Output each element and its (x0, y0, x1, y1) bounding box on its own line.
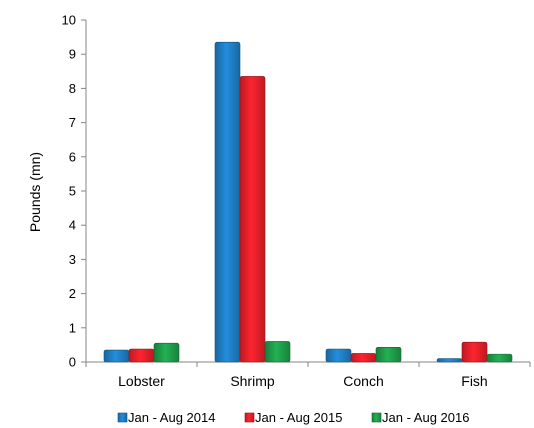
bar-fish-2 (461, 341, 488, 363)
bar-lobster-3 (153, 342, 180, 363)
bar-lobster-1 (103, 349, 130, 363)
y-axis-label: Pounds (mn) (27, 152, 43, 232)
bar-conch-1 (325, 348, 352, 363)
legend-swatch (371, 412, 382, 423)
x-tick-label: Shrimp (230, 373, 275, 389)
bar-conch-2 (350, 353, 377, 363)
x-tick-label: Conch (343, 373, 383, 389)
bar-shrimp-3 (264, 341, 291, 363)
legend-swatch (117, 412, 128, 423)
bar-lobster-2 (128, 348, 155, 363)
y-tick-label: 6 (69, 149, 76, 164)
legend-label: Jan - Aug 2014 (128, 410, 215, 425)
y-tick-label: 10 (62, 13, 76, 28)
bars (103, 41, 513, 363)
legend-swatch (244, 412, 255, 423)
y-tick-label: 0 (69, 355, 76, 370)
bar-conch-3 (375, 346, 402, 363)
y-tick-label: 8 (69, 81, 76, 96)
legend-label: Jan - Aug 2015 (255, 410, 342, 425)
bar-shrimp-1 (214, 41, 241, 363)
y-tick-label: 1 (69, 320, 76, 335)
y-tick-label: 2 (69, 286, 76, 301)
legend-label: Jan - Aug 2016 (382, 410, 469, 425)
bar-shrimp-2 (239, 76, 266, 363)
bar-fish-3 (486, 353, 513, 363)
legend: Jan - Aug 2014 Jan - Aug 2015 Jan - Aug 20… (117, 410, 469, 425)
y-tick-label: 3 (69, 252, 76, 267)
y-tick-label: 9 (69, 47, 76, 62)
y-tick-label: 4 (69, 218, 76, 233)
x-tick-label: Fish (461, 373, 487, 389)
bar-fish-1 (436, 358, 463, 363)
y-axis: 0 1 2 3 4 5 6 7 8 9 10 (62, 13, 87, 370)
y-tick-label: 7 (69, 115, 76, 130)
x-axis: Lobster Shrimp Conch Fish (85, 361, 531, 389)
y-tick-label: 5 (69, 184, 76, 199)
x-tick-label: Lobster (118, 373, 165, 389)
